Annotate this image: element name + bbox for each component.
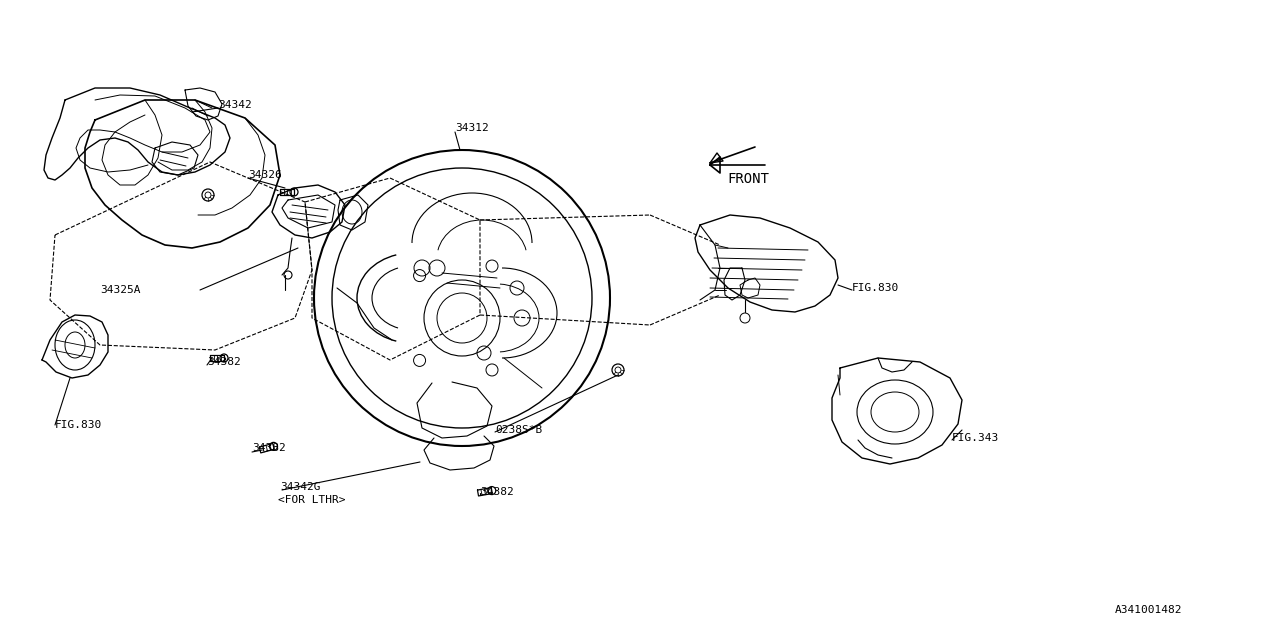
Text: 34326: 34326 (248, 170, 282, 180)
Text: FRONT: FRONT (727, 172, 769, 186)
Text: 34325A: 34325A (100, 285, 141, 295)
Text: FIG.830: FIG.830 (852, 283, 900, 293)
Text: 34342G: 34342G (280, 482, 320, 492)
Text: 34312: 34312 (454, 123, 489, 133)
Text: FIG.830: FIG.830 (55, 420, 102, 430)
Text: 34382: 34382 (207, 357, 241, 367)
Text: <FOR LTHR>: <FOR LTHR> (278, 495, 346, 505)
Text: 34382: 34382 (480, 487, 513, 497)
Text: A341001482: A341001482 (1115, 605, 1183, 615)
Text: 0238S*B: 0238S*B (495, 425, 543, 435)
Text: FIG.343: FIG.343 (952, 433, 1000, 443)
Text: 34342: 34342 (218, 100, 252, 110)
Text: 34382: 34382 (252, 443, 285, 453)
